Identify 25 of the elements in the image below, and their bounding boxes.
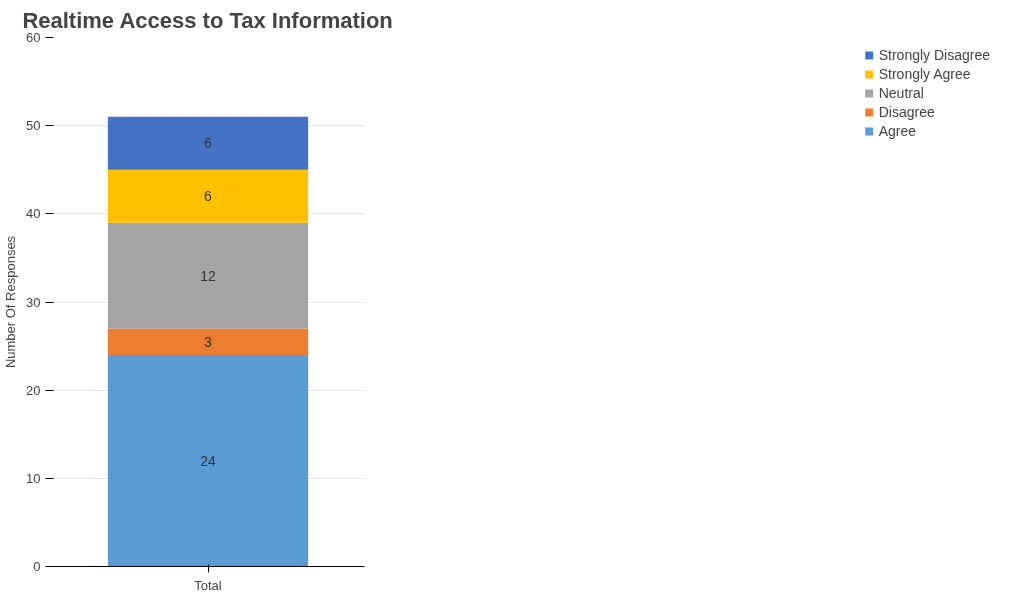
data-label: 24 <box>200 452 216 469</box>
y-tick-label: 10 <box>26 470 41 486</box>
y-tick-label: 30 <box>26 294 41 310</box>
chart-title: Realtime Access to Tax Information <box>22 7 393 33</box>
bar <box>107 328 309 355</box>
data-label: 6 <box>204 135 213 152</box>
y-tick-label: 0 <box>33 559 41 574</box>
bar <box>107 354 309 567</box>
y-tick-label: 20 <box>26 382 41 398</box>
data-label: 6 <box>204 188 213 205</box>
y-tick-label: 40 <box>26 206 41 222</box>
bar <box>107 169 309 223</box>
data-label: 3 <box>204 333 213 350</box>
legend-label: Strongly Disagree <box>878 47 990 63</box>
y-axis-title: Number Of Responses <box>3 235 19 369</box>
legend-label: Strongly Agree <box>878 66 971 82</box>
legend-label: Agree <box>878 123 917 139</box>
legend-label: Neutral <box>878 85 924 101</box>
legend-label: Disagree <box>878 104 935 120</box>
x-tick-label: Total <box>194 577 222 593</box>
bar <box>107 222 309 329</box>
y-tick-label: 50 <box>26 118 41 134</box>
y-tick-label: 60 <box>26 30 41 45</box>
bar <box>107 116 309 170</box>
data-label: 12 <box>200 267 216 284</box>
